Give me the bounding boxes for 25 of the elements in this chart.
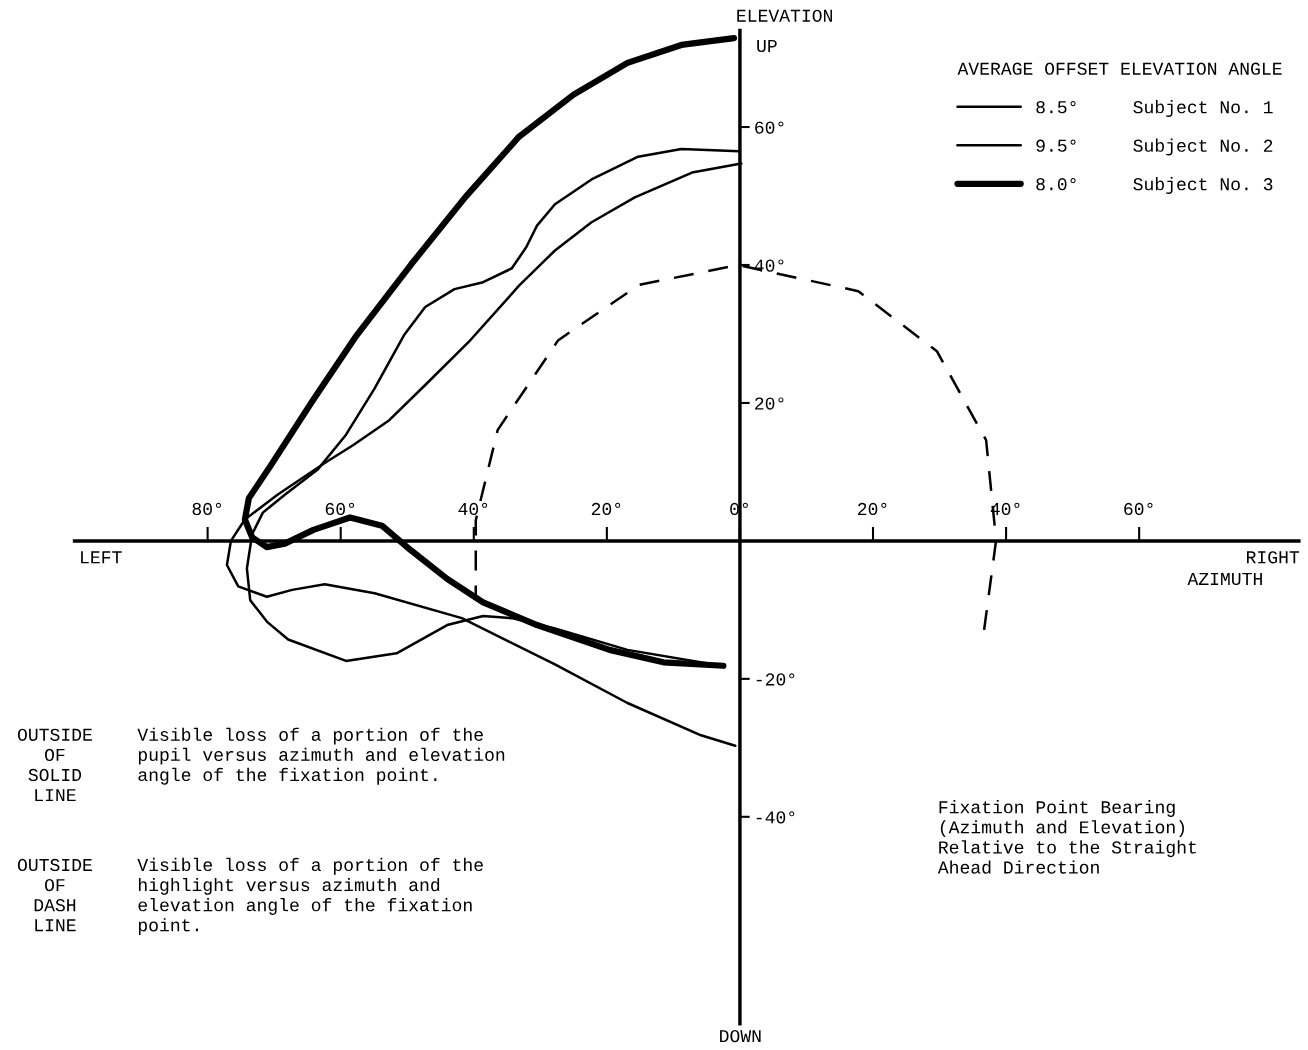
annotation: Visible loss of a portion of the pupil versus azimuth and elevation angle of the fixation point. — [137, 727, 505, 785]
legend-label: 8.0° Subject No. 3 — [1036, 177, 1273, 194]
y-tick-label: 20° — [755, 397, 784, 410]
legend-label: 9.5° Subject No. 2 — [1036, 138, 1273, 156]
annotation: RIGHT — [1247, 551, 1300, 564]
annotation: UP — [757, 40, 777, 53]
annotation: Visible loss of a portion of the highlight versus azimuth and elevation angle of the fixation point. — [137, 857, 483, 935]
legend-label: 8.5° Subject No. 1 — [1036, 100, 1273, 117]
x-tick-label: 60° — [1124, 502, 1153, 516]
legend-title: AVERAGE OFFSET ELEVATION ANGLE — [957, 62, 1282, 75]
x-tick-label: 20° — [858, 502, 887, 516]
y-tick-label: -40° — [756, 811, 795, 824]
x-tick-label: 60° — [325, 502, 355, 516]
y-axis-title: ELEVATION — [737, 9, 832, 22]
text: DOWN — [720, 1029, 761, 1043]
x-tick-label: 20° — [591, 502, 621, 516]
annotation: OUTSIDE OF SOLID LINE — [17, 728, 92, 802]
y-tick-label: -20° — [756, 673, 795, 686]
annotation: Fixation Point Bearing (Azimuth and Elevation) Relative to the Straight Ahead Direction — [937, 800, 1197, 874]
y-tick-label: 60° — [755, 121, 784, 134]
x-tick-label: 80° — [192, 502, 221, 516]
x-axis-title: AZIMUTH — [1187, 572, 1262, 586]
annotation: OUTSIDE OF DASH LINE — [17, 858, 92, 932]
x-tick-label: 40° — [458, 502, 488, 516]
annotation: LEFT — [81, 551, 122, 564]
